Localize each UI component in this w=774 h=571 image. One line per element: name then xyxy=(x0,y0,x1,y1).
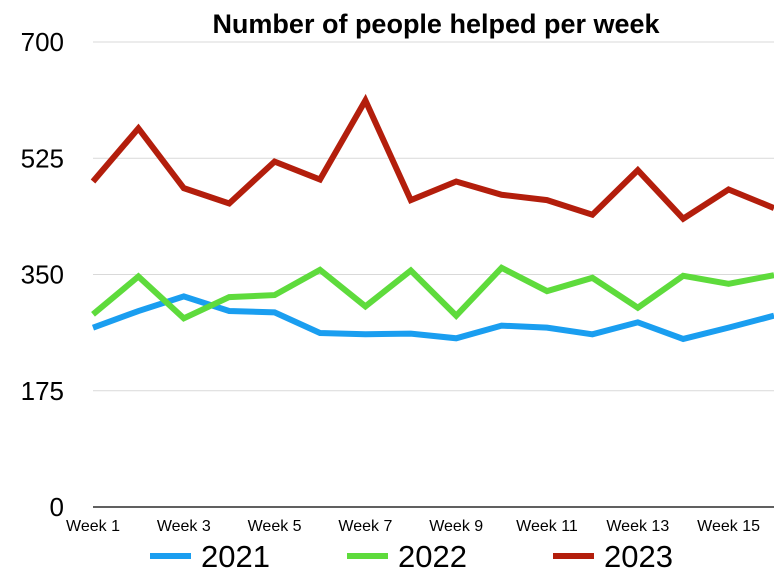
grid-lines xyxy=(93,41,774,392)
legend: 2021 2022 2023 xyxy=(150,539,673,571)
y-tick-label: 700 xyxy=(21,27,64,57)
y-tick-label: 350 xyxy=(21,260,64,290)
x-tick-labels: Week 1 Week 3 Week 5 Week 7 Week 9 Week 11 Wee… xyxy=(66,518,760,535)
x-tick-label: Week 11 xyxy=(516,518,578,535)
y-tick-label: 525 xyxy=(21,143,64,173)
x-tick-label: Week 13 xyxy=(606,518,669,535)
series-lines xyxy=(90,93,774,343)
x-tick-label: Week 15 xyxy=(697,518,760,535)
y-tick-label: 0 xyxy=(50,492,64,522)
y-tick-labels: 0 175 350 525 700 xyxy=(21,27,64,522)
series-line-2023 xyxy=(90,93,774,223)
x-tick-label: Week 5 xyxy=(248,518,302,535)
x-tick-label: Week 1 xyxy=(66,518,120,535)
legend-label-2023: 2023 xyxy=(604,539,673,571)
x-tick-label: Week 9 xyxy=(429,518,483,535)
y-tick-label: 175 xyxy=(21,376,64,406)
series-line-2022 xyxy=(91,264,774,322)
legend-label-2021: 2021 xyxy=(201,539,270,571)
x-tick-label: Week 7 xyxy=(338,518,392,535)
x-tick-label: Week 3 xyxy=(157,518,211,535)
legend-label-2022: 2022 xyxy=(398,539,467,571)
chart-title: Number of people helped per week xyxy=(212,9,660,39)
series-line-2021 xyxy=(91,293,774,343)
